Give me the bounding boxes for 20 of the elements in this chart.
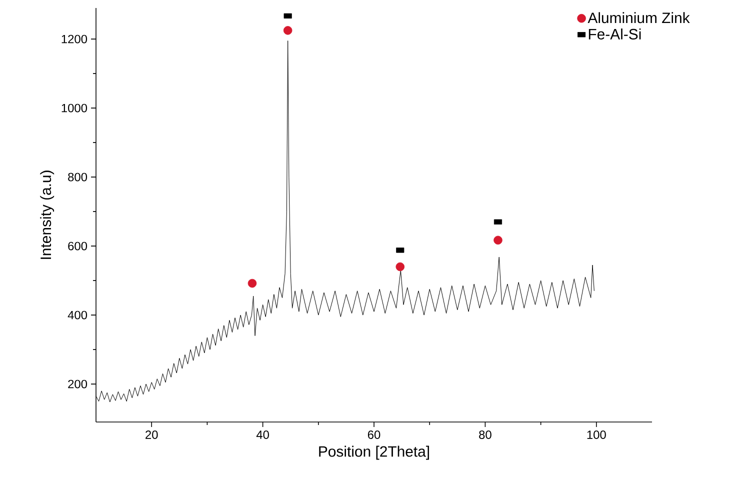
x-tick-label: 100	[587, 430, 606, 439]
y-tick-label: 400	[68, 310, 88, 320]
x-tick-label: 40	[256, 430, 269, 439]
point	[248, 278, 257, 288]
x-axis-title: Position [2Theta]	[319, 446, 429, 460]
point	[283, 26, 292, 35]
x-tick-label: 80	[479, 430, 492, 439]
y-tick-label: 800	[68, 172, 88, 182]
y-tick-label: 1000	[62, 104, 88, 112]
legend-label: Aluminium Zink	[588, 12, 690, 24]
y-tick-label: 600	[68, 242, 88, 250]
point	[494, 236, 502, 245]
x-tick-label: 20	[146, 430, 158, 439]
x-tick-label: 60	[368, 430, 380, 439]
y-axis-title: Intensity (a.u)	[40, 170, 54, 259]
y-tick-label: 1200	[62, 34, 88, 44]
y-tick-label: 200	[68, 380, 88, 388]
legend-label: Fe-Al-Si	[588, 28, 641, 40]
point	[396, 262, 405, 272]
point	[284, 13, 292, 19]
